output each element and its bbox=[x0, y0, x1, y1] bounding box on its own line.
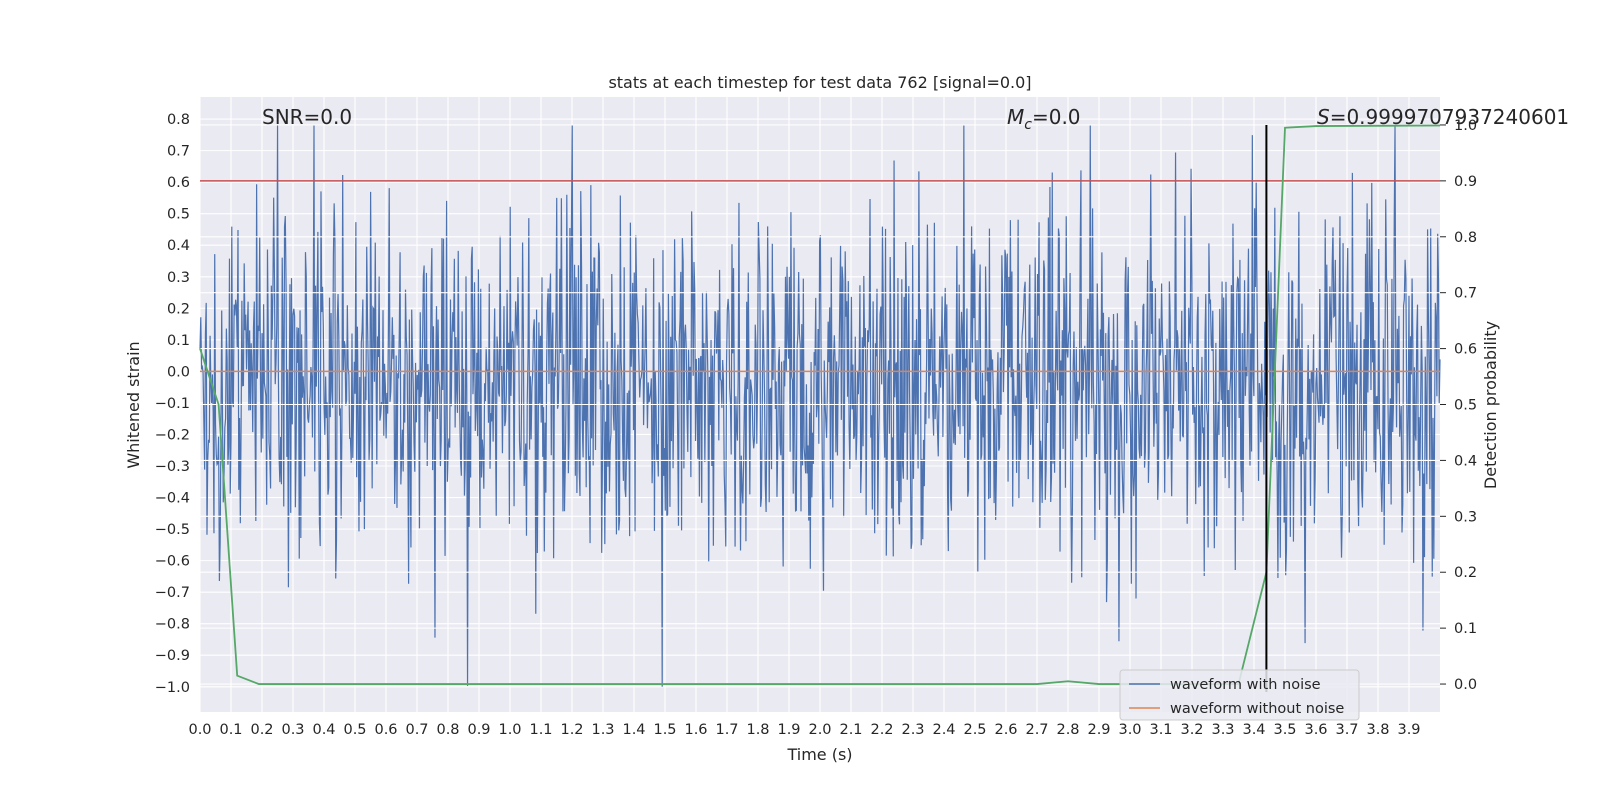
s-value: =0.9999707937240601 bbox=[1330, 105, 1569, 129]
y-axis-label: Whitened strain bbox=[124, 341, 143, 468]
y-tick-label: −0.9 bbox=[155, 648, 190, 664]
y-tick-label: 0.5 bbox=[167, 207, 190, 223]
x-tick-label: 0.0 bbox=[188, 722, 211, 738]
x-tick-label: 2.9 bbox=[1087, 722, 1110, 738]
x-axis-label: Time (s) bbox=[786, 745, 852, 764]
x-tick-label: 0.2 bbox=[250, 722, 273, 738]
right-y-tick-label: 0.4 bbox=[1454, 453, 1477, 469]
x-tick-label: 0.9 bbox=[467, 722, 490, 738]
legend-label-waveform-without-noise: waveform without noise bbox=[1170, 701, 1344, 717]
x-tick-label: 1.2 bbox=[560, 722, 583, 738]
s-symbol: S bbox=[1317, 105, 1330, 129]
x-tick-label: 1.5 bbox=[653, 722, 676, 738]
s-annotation: S=0.9999707937240601 bbox=[1317, 105, 1569, 129]
x-tick-label: 1.1 bbox=[529, 722, 552, 738]
mc-value: =0.0 bbox=[1032, 105, 1081, 129]
y-tick-label: −0.3 bbox=[155, 459, 190, 475]
x-tick-label: 3.4 bbox=[1242, 722, 1265, 738]
y-tick-label: −1.0 bbox=[155, 680, 190, 696]
y-tick-label: −0.8 bbox=[155, 617, 190, 633]
x-tick-label: 3.3 bbox=[1211, 722, 1234, 738]
y-tick-label: −0.1 bbox=[155, 396, 190, 412]
x-tick-label: 2.5 bbox=[963, 722, 986, 738]
x-tick-label: 3.9 bbox=[1397, 722, 1420, 738]
x-tick-label: 2.1 bbox=[839, 722, 862, 738]
x-tick-label: 3.8 bbox=[1366, 722, 1389, 738]
y-tick-label: 0.2 bbox=[167, 301, 190, 317]
y-tick-label: −0.6 bbox=[155, 554, 190, 570]
x-tick-label: 2.8 bbox=[1056, 722, 1079, 738]
x-tick-label: 0.1 bbox=[219, 722, 242, 738]
y-tick-label: 0.7 bbox=[167, 144, 190, 160]
x-tick-label: 2.3 bbox=[901, 722, 924, 738]
y-tick-label: −0.7 bbox=[155, 585, 190, 601]
x-tick-label: 1.6 bbox=[684, 722, 707, 738]
right-y-tick-label: 0.8 bbox=[1454, 230, 1477, 246]
x-tick-label: 1.3 bbox=[591, 722, 614, 738]
x-tick-label: 3.6 bbox=[1304, 722, 1327, 738]
right-y-tick-label: 0.0 bbox=[1454, 677, 1477, 693]
x-tick-label: 2.7 bbox=[1025, 722, 1048, 738]
mc-annotation: Mc=0.0 bbox=[1007, 105, 1081, 133]
x-tick-label: 1.4 bbox=[622, 722, 645, 738]
y-tick-label: 0.6 bbox=[167, 175, 190, 191]
x-tick-label: 2.6 bbox=[994, 722, 1017, 738]
y-tick-label: 0.3 bbox=[167, 270, 190, 286]
x-tick-label: 0.7 bbox=[405, 722, 428, 738]
right-y-tick-label: 0.6 bbox=[1454, 342, 1477, 358]
right-y-tick-label: 0.1 bbox=[1454, 621, 1477, 637]
x-tick-label: 3.0 bbox=[1118, 722, 1141, 738]
x-tick-label: 1.9 bbox=[777, 722, 800, 738]
right-y-tick-label: 0.7 bbox=[1454, 286, 1477, 302]
y-tick-label: 0.1 bbox=[167, 333, 190, 349]
y-tick-label: 0.8 bbox=[167, 112, 190, 128]
x-tick-label: 1.0 bbox=[498, 722, 521, 738]
legend-label-waveform-with-noise: waveform with noise bbox=[1170, 677, 1321, 693]
x-tick-label: 3.1 bbox=[1149, 722, 1172, 738]
x-tick-label: 0.3 bbox=[281, 722, 304, 738]
x-tick-label: 3.5 bbox=[1273, 722, 1296, 738]
snr-annotation: SNR=0.0 bbox=[262, 105, 352, 129]
x-tick-label: 2.4 bbox=[932, 722, 955, 738]
x-tick-label: 3.2 bbox=[1180, 722, 1203, 738]
y-tick-label: −0.2 bbox=[155, 427, 190, 443]
x-tick-label: 2.2 bbox=[870, 722, 893, 738]
y-tick-label: 0.0 bbox=[167, 364, 190, 380]
legend: waveform with noise waveform without noi… bbox=[1120, 670, 1359, 720]
y-tick-label: 0.4 bbox=[167, 238, 190, 254]
x-tick-label: 0.4 bbox=[312, 722, 335, 738]
right-y-tick-label: 0.3 bbox=[1454, 509, 1477, 525]
right-y-tick-label: 0.5 bbox=[1454, 398, 1477, 414]
x-tick-label: 1.8 bbox=[746, 722, 769, 738]
mc-symbol: M bbox=[1007, 105, 1024, 129]
x-tick-label: 3.7 bbox=[1335, 722, 1358, 738]
x-tick-label: 0.5 bbox=[343, 722, 366, 738]
chart-title: stats at each timestep for test data 762… bbox=[608, 73, 1031, 92]
right-y-tick-label: 0.9 bbox=[1454, 174, 1477, 190]
x-tick-label: 0.8 bbox=[436, 722, 459, 738]
chart: 0.0 0.1 0.2 0.3 0.4 0.5 0.6 0.7 0.8 0.9 1.0 1.1 1.2 1… bbox=[0, 0, 1600, 800]
y-tick-label: −0.5 bbox=[155, 522, 190, 538]
x-tick-label: 2.0 bbox=[808, 722, 831, 738]
x-tick-label: 1.7 bbox=[715, 722, 738, 738]
right-y-axis-label: Detection probability bbox=[1481, 321, 1500, 489]
right-y-tick-label: 0.2 bbox=[1454, 565, 1477, 581]
y-tick-label: −0.4 bbox=[155, 491, 190, 507]
x-tick-label: 0.6 bbox=[374, 722, 397, 738]
